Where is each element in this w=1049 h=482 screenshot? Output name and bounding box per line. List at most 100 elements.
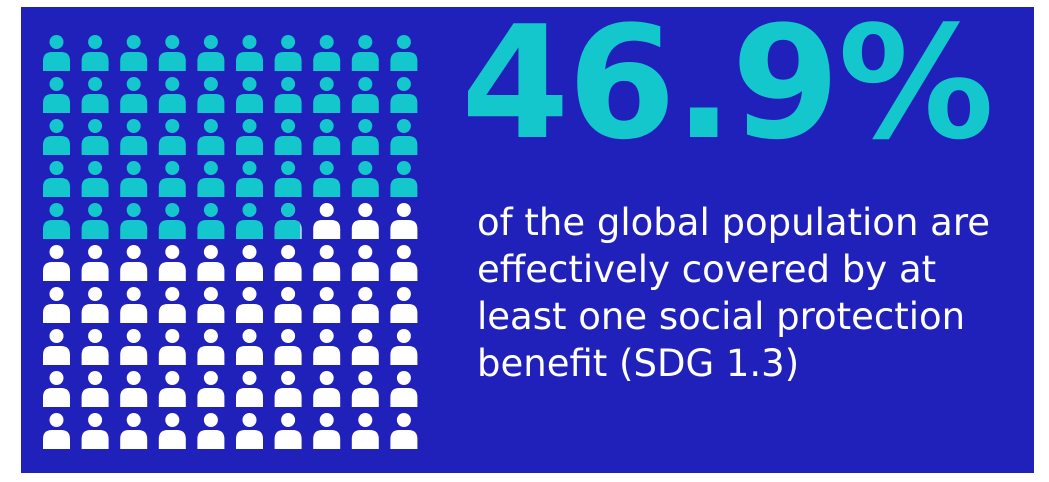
person-icon — [81, 413, 109, 449]
person-icon — [236, 371, 263, 407]
person-icon — [236, 161, 263, 197]
person-icon — [351, 119, 379, 155]
person-icon — [274, 329, 302, 365]
person-icon — [81, 287, 109, 323]
person-icon — [390, 413, 418, 449]
person-icon — [43, 35, 70, 71]
person-icon — [81, 77, 109, 113]
person-icon — [390, 245, 418, 281]
person-icon — [81, 35, 109, 71]
person-icon — [351, 161, 379, 197]
person-icon — [158, 245, 186, 281]
person-icon — [158, 371, 186, 407]
person-icon — [351, 287, 379, 323]
person-icon — [313, 119, 341, 155]
person-icon — [313, 77, 341, 113]
person-icon — [274, 35, 302, 71]
person-icon — [81, 119, 109, 155]
person-icon — [197, 413, 225, 449]
person-icon — [158, 413, 186, 449]
person-icon — [158, 203, 186, 239]
person-icon — [274, 203, 302, 239]
person-icon — [390, 77, 418, 113]
person-icon — [158, 77, 186, 113]
person-icon — [390, 203, 418, 239]
person-icon — [313, 371, 341, 407]
person-icon — [313, 287, 341, 323]
person-icon — [351, 77, 379, 113]
person-icon — [120, 413, 148, 449]
person-icon — [351, 413, 379, 449]
person-icon — [390, 119, 418, 155]
person-icon — [43, 77, 70, 113]
person-icon — [120, 203, 148, 239]
headline-percentage: 46.9% — [461, 7, 994, 174]
people-pictogram — [43, 35, 418, 449]
person-icon — [274, 371, 302, 407]
person-icon — [390, 35, 418, 71]
person-icon — [390, 371, 418, 407]
person-icon — [390, 161, 418, 197]
person-icon — [81, 161, 109, 197]
person-icon — [81, 203, 109, 239]
person-icon — [81, 371, 109, 407]
person-icon — [351, 371, 379, 407]
person-icon — [274, 287, 302, 323]
person-icon — [236, 413, 263, 449]
person-icon — [197, 287, 225, 323]
person-icon — [390, 329, 418, 365]
person-icon — [390, 287, 418, 323]
person-icon — [43, 413, 70, 449]
person-icon — [236, 203, 263, 239]
person-icon — [313, 161, 341, 197]
person-icon — [120, 77, 148, 113]
person-icon — [274, 245, 302, 281]
person-icon — [120, 329, 148, 365]
person-icon — [197, 161, 225, 197]
person-icon — [43, 371, 70, 407]
person-icon — [158, 119, 186, 155]
person-icon — [236, 35, 263, 71]
person-icon — [120, 161, 148, 197]
person-icon — [351, 329, 379, 365]
person-icon — [274, 413, 302, 449]
person-icon — [236, 77, 263, 113]
person-icon — [43, 245, 70, 281]
person-icon — [236, 245, 263, 281]
person-icon — [81, 245, 109, 281]
person-icon — [197, 35, 225, 71]
person-icon — [197, 203, 225, 239]
person-icon — [236, 287, 263, 323]
person-icon — [158, 329, 186, 365]
person-icon — [351, 35, 379, 71]
person-icon — [158, 35, 186, 71]
person-icon — [313, 203, 341, 239]
person-icon — [120, 119, 148, 155]
person-icon — [197, 119, 225, 155]
person-icon — [43, 161, 70, 197]
person-icon — [274, 119, 302, 155]
person-icon — [120, 35, 148, 71]
person-icon — [313, 329, 341, 365]
person-icon — [197, 329, 225, 365]
person-icon — [43, 287, 70, 323]
person-icon — [351, 203, 379, 239]
person-icon — [274, 161, 302, 197]
person-icon — [158, 161, 186, 197]
person-icon — [313, 413, 341, 449]
person-icon — [158, 287, 186, 323]
person-icon — [120, 371, 148, 407]
person-icon — [197, 371, 225, 407]
person-icon — [120, 287, 148, 323]
person-icon — [81, 329, 109, 365]
person-icon — [313, 245, 341, 281]
person-icon — [43, 203, 70, 239]
person-icon — [43, 119, 70, 155]
person-icon — [197, 245, 225, 281]
person-icon — [43, 329, 70, 365]
infographic-panel: 46.9% of the global population are effec… — [21, 7, 1034, 473]
person-icon — [197, 77, 225, 113]
person-icon — [120, 245, 148, 281]
headline-caption: of the global population are effectively… — [477, 201, 990, 385]
person-icon — [236, 329, 263, 365]
